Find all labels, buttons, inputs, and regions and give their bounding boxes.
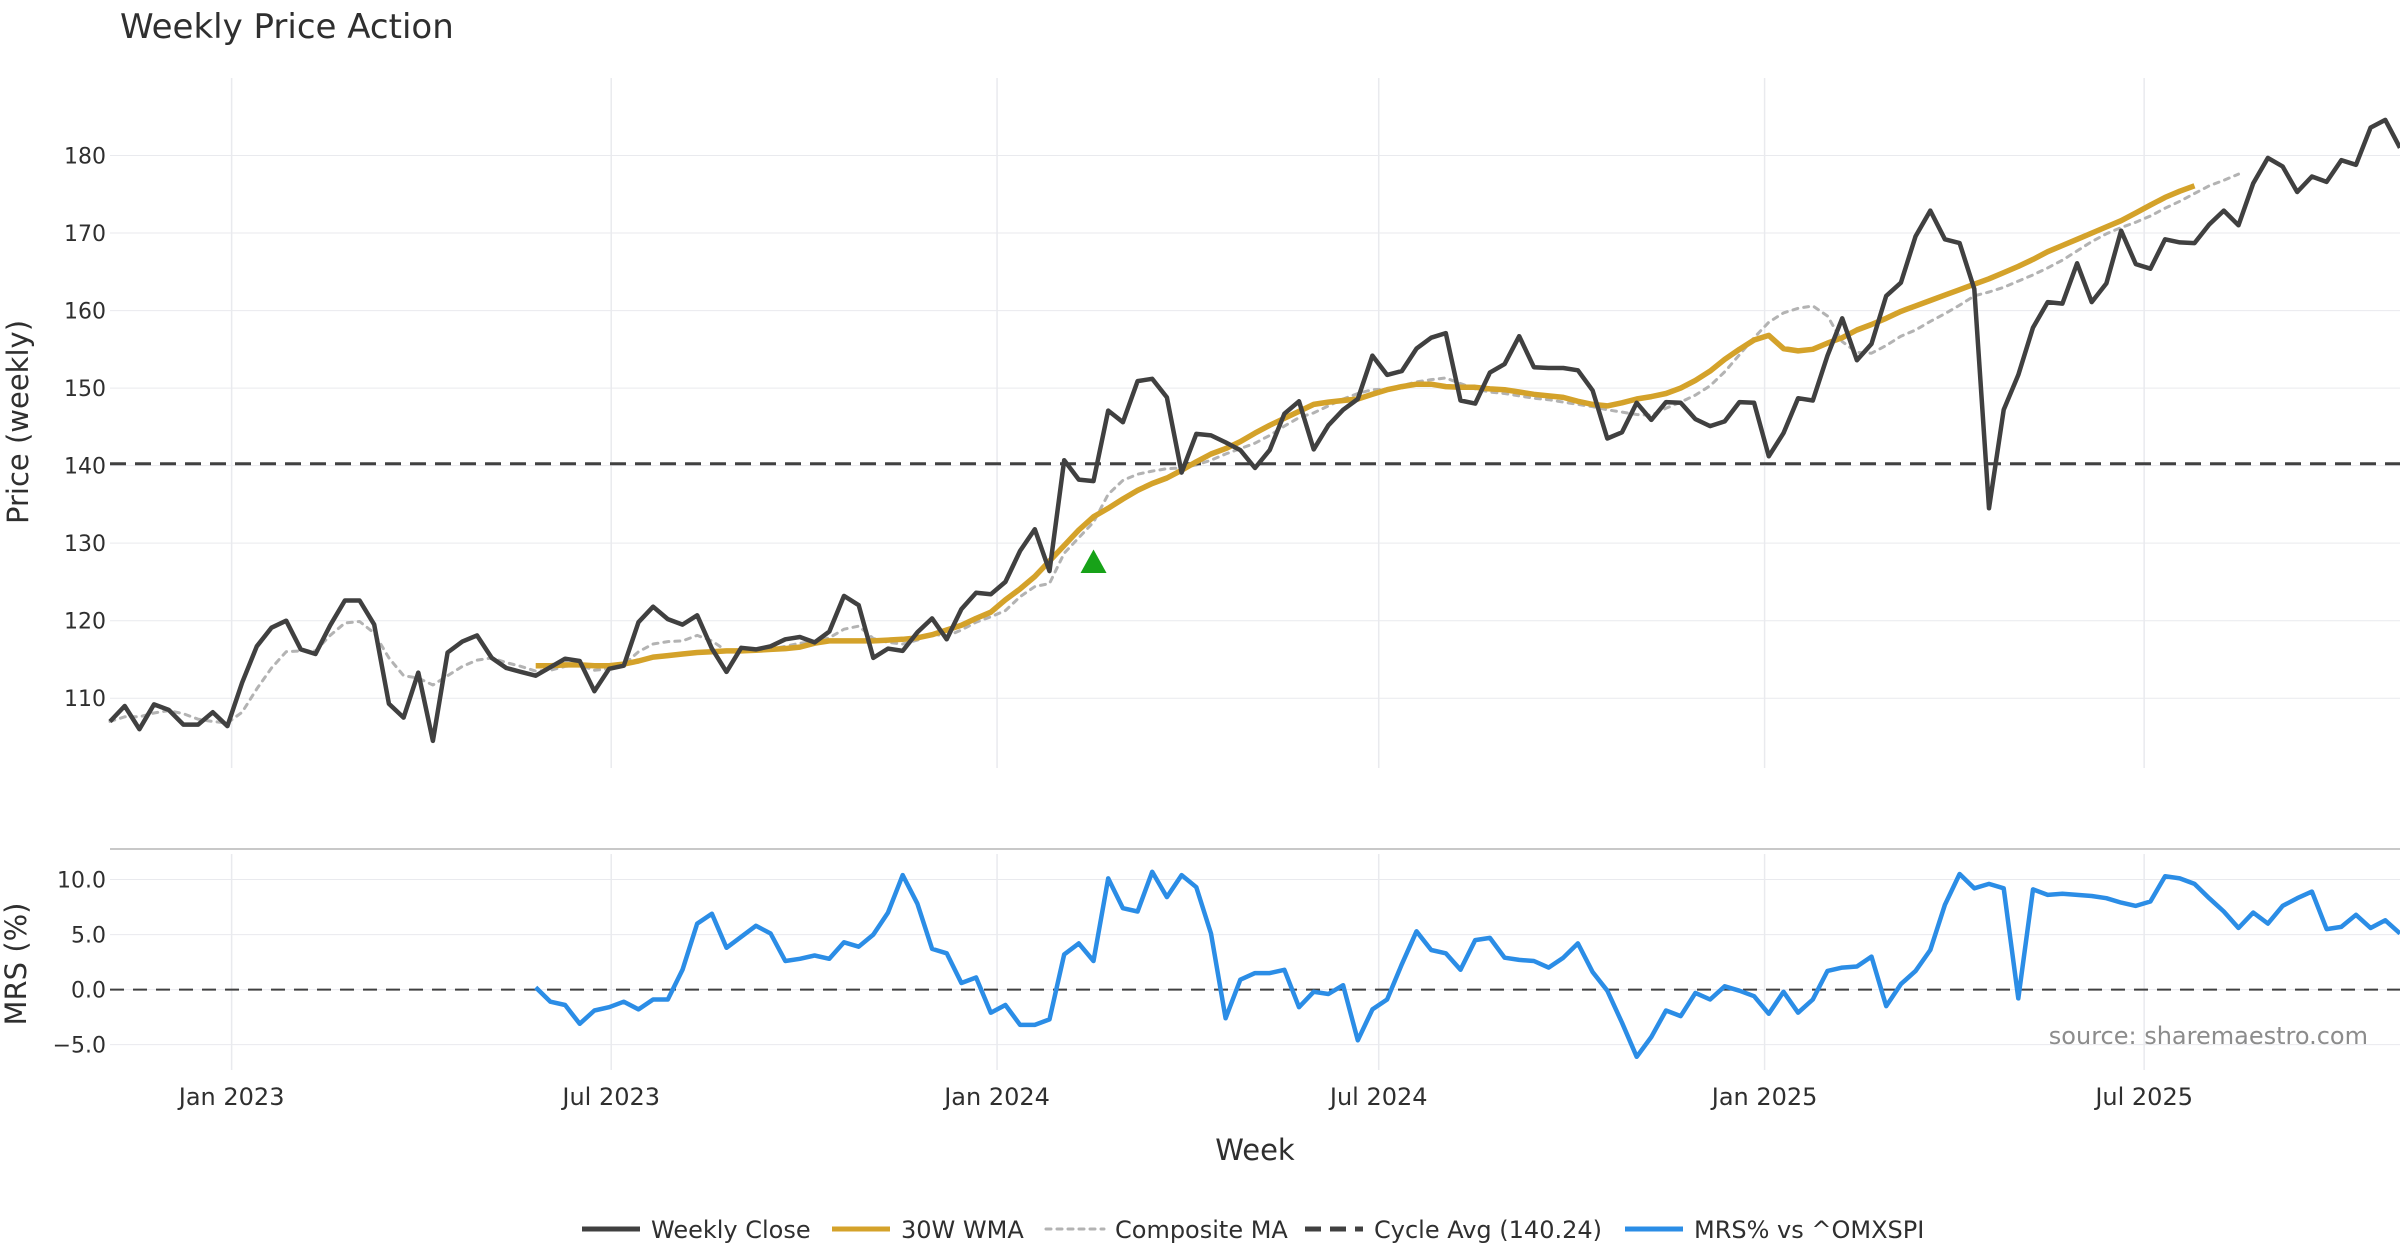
x-tick-label: Jul 2025 [2093, 1083, 2193, 1111]
chart-title: Weekly Price Action [120, 7, 454, 47]
price-y-tick-label: 170 [64, 222, 106, 247]
mrs-y-axis-label: MRS (%) [0, 903, 33, 1026]
price-y-axis-label: Price (weekly) [1, 320, 35, 524]
price-y-tick-label: 180 [64, 145, 106, 170]
price-y-tick-label: 150 [64, 377, 106, 402]
source-credit: source: sharemaestro.com [2049, 1022, 2368, 1050]
wma-30w-line [535, 183, 2196, 669]
price-y-tick-label: 110 [64, 687, 106, 712]
x-tick-label: Jul 2024 [1328, 1083, 1428, 1111]
legend-label: MRS% vs ^OMXSPI [1694, 1216, 1924, 1244]
price-y-tick-label: 140 [64, 455, 106, 480]
price-y-tick-label: 160 [64, 300, 106, 325]
mrs-y-tick-label: 5.0 [71, 924, 106, 949]
mrs-y-tick-label: −5.0 [53, 1034, 106, 1059]
mrs-y-tick-labels: −5.0 0.0 5.0 10.0 [53, 869, 106, 1059]
legend-label: Composite MA [1115, 1216, 1288, 1244]
price-panel: 110 120 130 140 150 160 170 180 Price (weekly) [1, 78, 2400, 768]
mrs-line [534, 869, 2400, 1060]
weekly-close-line [108, 117, 2400, 744]
price-y-tick-label: 130 [64, 532, 106, 557]
x-tick-label: Jan 2023 [177, 1083, 285, 1111]
price-y-tick-labels: 110 120 130 140 150 160 170 180 [64, 145, 106, 713]
mrs-y-tick-label: 0.0 [71, 979, 106, 1004]
composite-ma-line [108, 172, 2240, 725]
price-markers [1080, 549, 1107, 573]
legend-label: 30W WMA [901, 1216, 1024, 1244]
legend-label: Weekly Close [651, 1216, 811, 1244]
mrs-panel: −5.0 0.0 5.0 10.0 MRS (%) source: sharemaes… [0, 848, 2400, 1070]
x-tick-label: Jan 2024 [942, 1083, 1050, 1111]
mrs-y-tick-label: 10.0 [57, 869, 106, 894]
x-tick-label: Jan 2025 [1710, 1083, 1818, 1111]
legend-label: Cycle Avg (140.24) [1374, 1216, 1602, 1244]
legend: Weekly Close 30W WMA Composite MA Cycle Avg… [582, 1216, 1924, 1244]
x-tick-labels: Jan 2023 Jul 2023 Jan 2024 Jul 2024 Jan 2025… [177, 1083, 2193, 1111]
price-gridlines [110, 78, 2400, 768]
price-series [108, 117, 2400, 744]
buy-signal-marker [1080, 549, 1107, 573]
mrs-series [110, 869, 2400, 1060]
x-axis-label: Week [1215, 1133, 1295, 1167]
price-y-tick-label: 120 [64, 610, 106, 635]
x-tick-label: Jul 2023 [560, 1083, 660, 1111]
